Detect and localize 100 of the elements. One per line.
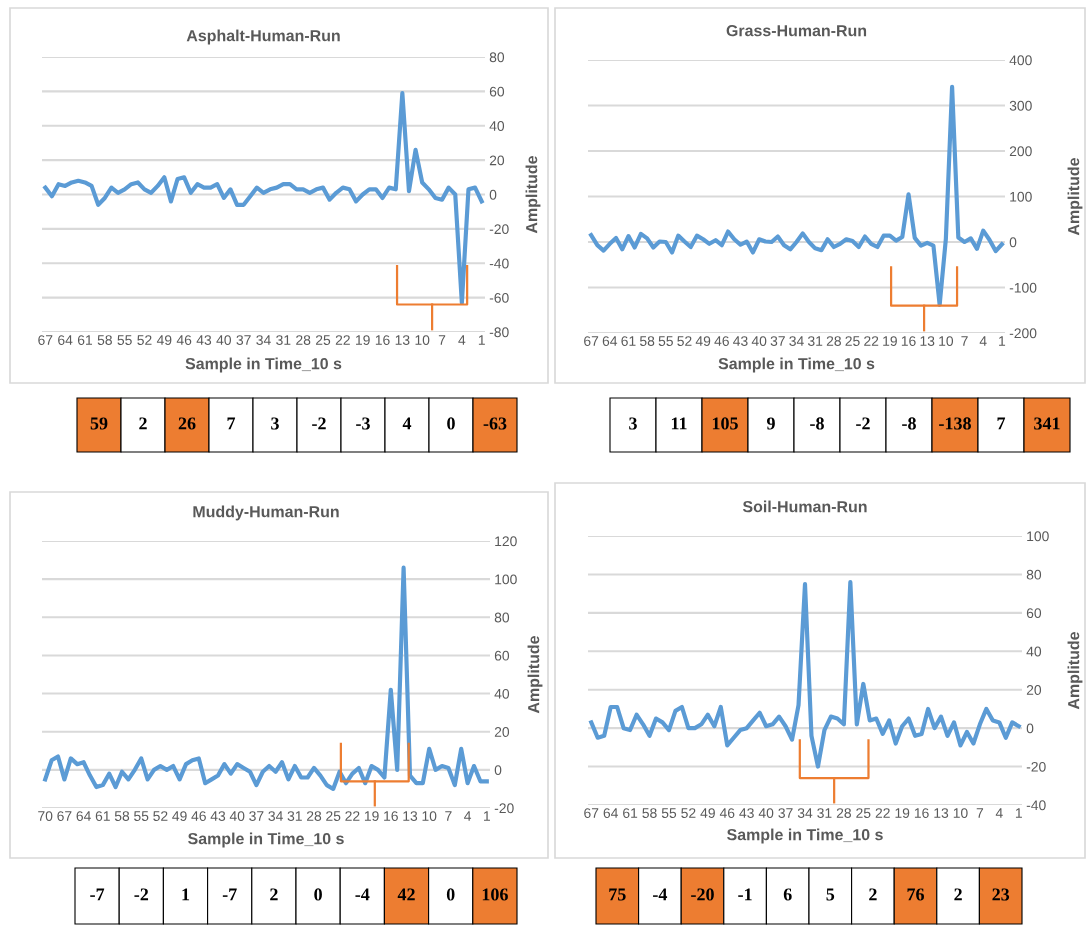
y-tick-label: -200 [1009,328,1037,339]
x-tick-label: 46 [176,335,192,345]
x-tick-label: 55 [117,335,132,345]
y-tick-label: 20 [1026,685,1042,695]
y-tick-label: -20 [494,803,514,814]
y-tick-label: 20 [494,727,510,737]
x-tick-label: 43 [210,811,226,821]
text: -8 [902,417,916,430]
x-tick-label: 4 [464,811,472,821]
x-tick-label: 28 [296,335,311,345]
y-tick-label: 100 [1027,531,1049,542]
y-tick-label: 0 [489,189,497,200]
y-tick-label: 0 [494,765,502,776]
x-tick-label: 34 [268,811,283,821]
text: -8 [810,417,824,430]
x-tick-label: 22 [345,811,360,821]
x-tick-label: 49 [695,336,711,346]
text: 2 [139,417,147,430]
x-tick-label: 31 [287,811,302,821]
x-tick-label: 52 [681,808,696,818]
x-tick-label: 1 [1015,808,1022,818]
x-tick-label: 64 [602,336,618,346]
y-tick-label: -40 [489,258,509,269]
x-tick-label: 7 [961,336,968,346]
x-tick-label: 19 [356,335,370,345]
x-tick-label: 16 [375,335,390,345]
x-tick-label: 1 [478,335,485,345]
text: 2 [869,888,877,901]
text: -4 [355,888,370,901]
text: 9 [766,417,775,430]
text: 6 [783,888,792,901]
text: 0 [314,888,322,901]
x-tick-label: 58 [97,335,112,345]
x-tick-label: 28 [306,811,322,821]
x-tick-label: 64 [76,811,91,821]
x-tick-label: 52 [153,811,168,821]
x-tick-label: 49 [700,808,715,818]
text: 3 [271,417,279,430]
x-tick-label: 67 [584,336,599,346]
x-tick-label: 46 [719,808,735,818]
text: 26 [178,417,196,430]
y-tick-label: 400 [1009,55,1032,66]
x-tick-label: 61 [77,335,93,345]
x-tick-label: 28 [836,808,851,818]
x-tick-label: 55 [658,336,673,346]
y-axis-title: Amplitude [1067,158,1083,236]
x-tick-label: 64 [603,808,618,818]
y-tick-label: 40 [1026,646,1042,657]
x-tick-label: 55 [134,811,149,821]
x-tick-label: 10 [939,336,954,346]
x-tick-label: 58 [114,811,130,821]
y-tick-label: 300 [1009,100,1032,111]
line-series [43,565,489,792]
text: 105 [712,417,738,430]
x-tick-label: 67 [584,808,599,818]
x-tick-label: 31 [817,808,832,818]
x-tick-label: 7 [976,808,984,818]
y-tick-label: -60 [489,292,509,303]
x-tick-label: 58 [642,808,657,818]
x-tick-label: 19 [883,336,897,346]
y-tick-label: 60 [494,650,510,661]
text: 3 [629,417,637,430]
chart-title: Muddy-Human-Run [193,505,339,521]
x-tick-label: 25 [326,811,341,821]
x-tick-label: 22 [864,336,879,346]
y-tick-label: -20 [1026,761,1046,772]
y-tick-label: 0 [1026,723,1034,734]
x-axis-title: Sample in Time_10 s [185,357,342,373]
text: 76 [907,888,924,901]
x-tick-label: 40 [216,335,232,345]
text: -1 [738,888,752,901]
y-tick-label: 100 [495,574,517,585]
y-tick-label: 80 [494,612,510,623]
text: 0 [446,888,455,901]
chart-title: Grass-Human-Run [726,24,867,37]
x-tick-label: 1 [484,811,490,821]
x-tick-label: 31 [276,335,291,345]
x-tick-label: 10 [415,335,430,345]
x-tick-label: 67 [38,335,53,345]
text: -4 [653,888,668,901]
text: -7 [222,888,237,901]
chart-title: Soil-Human-Run [742,500,867,513]
text: 2 [270,888,278,901]
x-tick-label: 46 [714,336,729,346]
x-tick-label: 43 [196,335,212,345]
text: -2 [856,417,870,430]
text: 1 [182,888,190,901]
x-tick-label: 13 [403,811,418,821]
y-tick-label: 40 [489,121,505,131]
y-tick-label: -20 [489,224,509,235]
x-tick-label: 25 [315,335,331,345]
x-tick-label: 13 [934,808,949,818]
text: 341 [1034,417,1060,430]
x-tick-label: 70 [38,811,53,821]
x-tick-label: 10 [422,811,437,821]
x-tick-label: 25 [845,336,860,346]
x-tick-label: 16 [384,811,398,821]
y-tick-label: 0 [1009,237,1017,248]
line-series [589,84,1004,307]
x-tick-label: 49 [172,811,187,821]
